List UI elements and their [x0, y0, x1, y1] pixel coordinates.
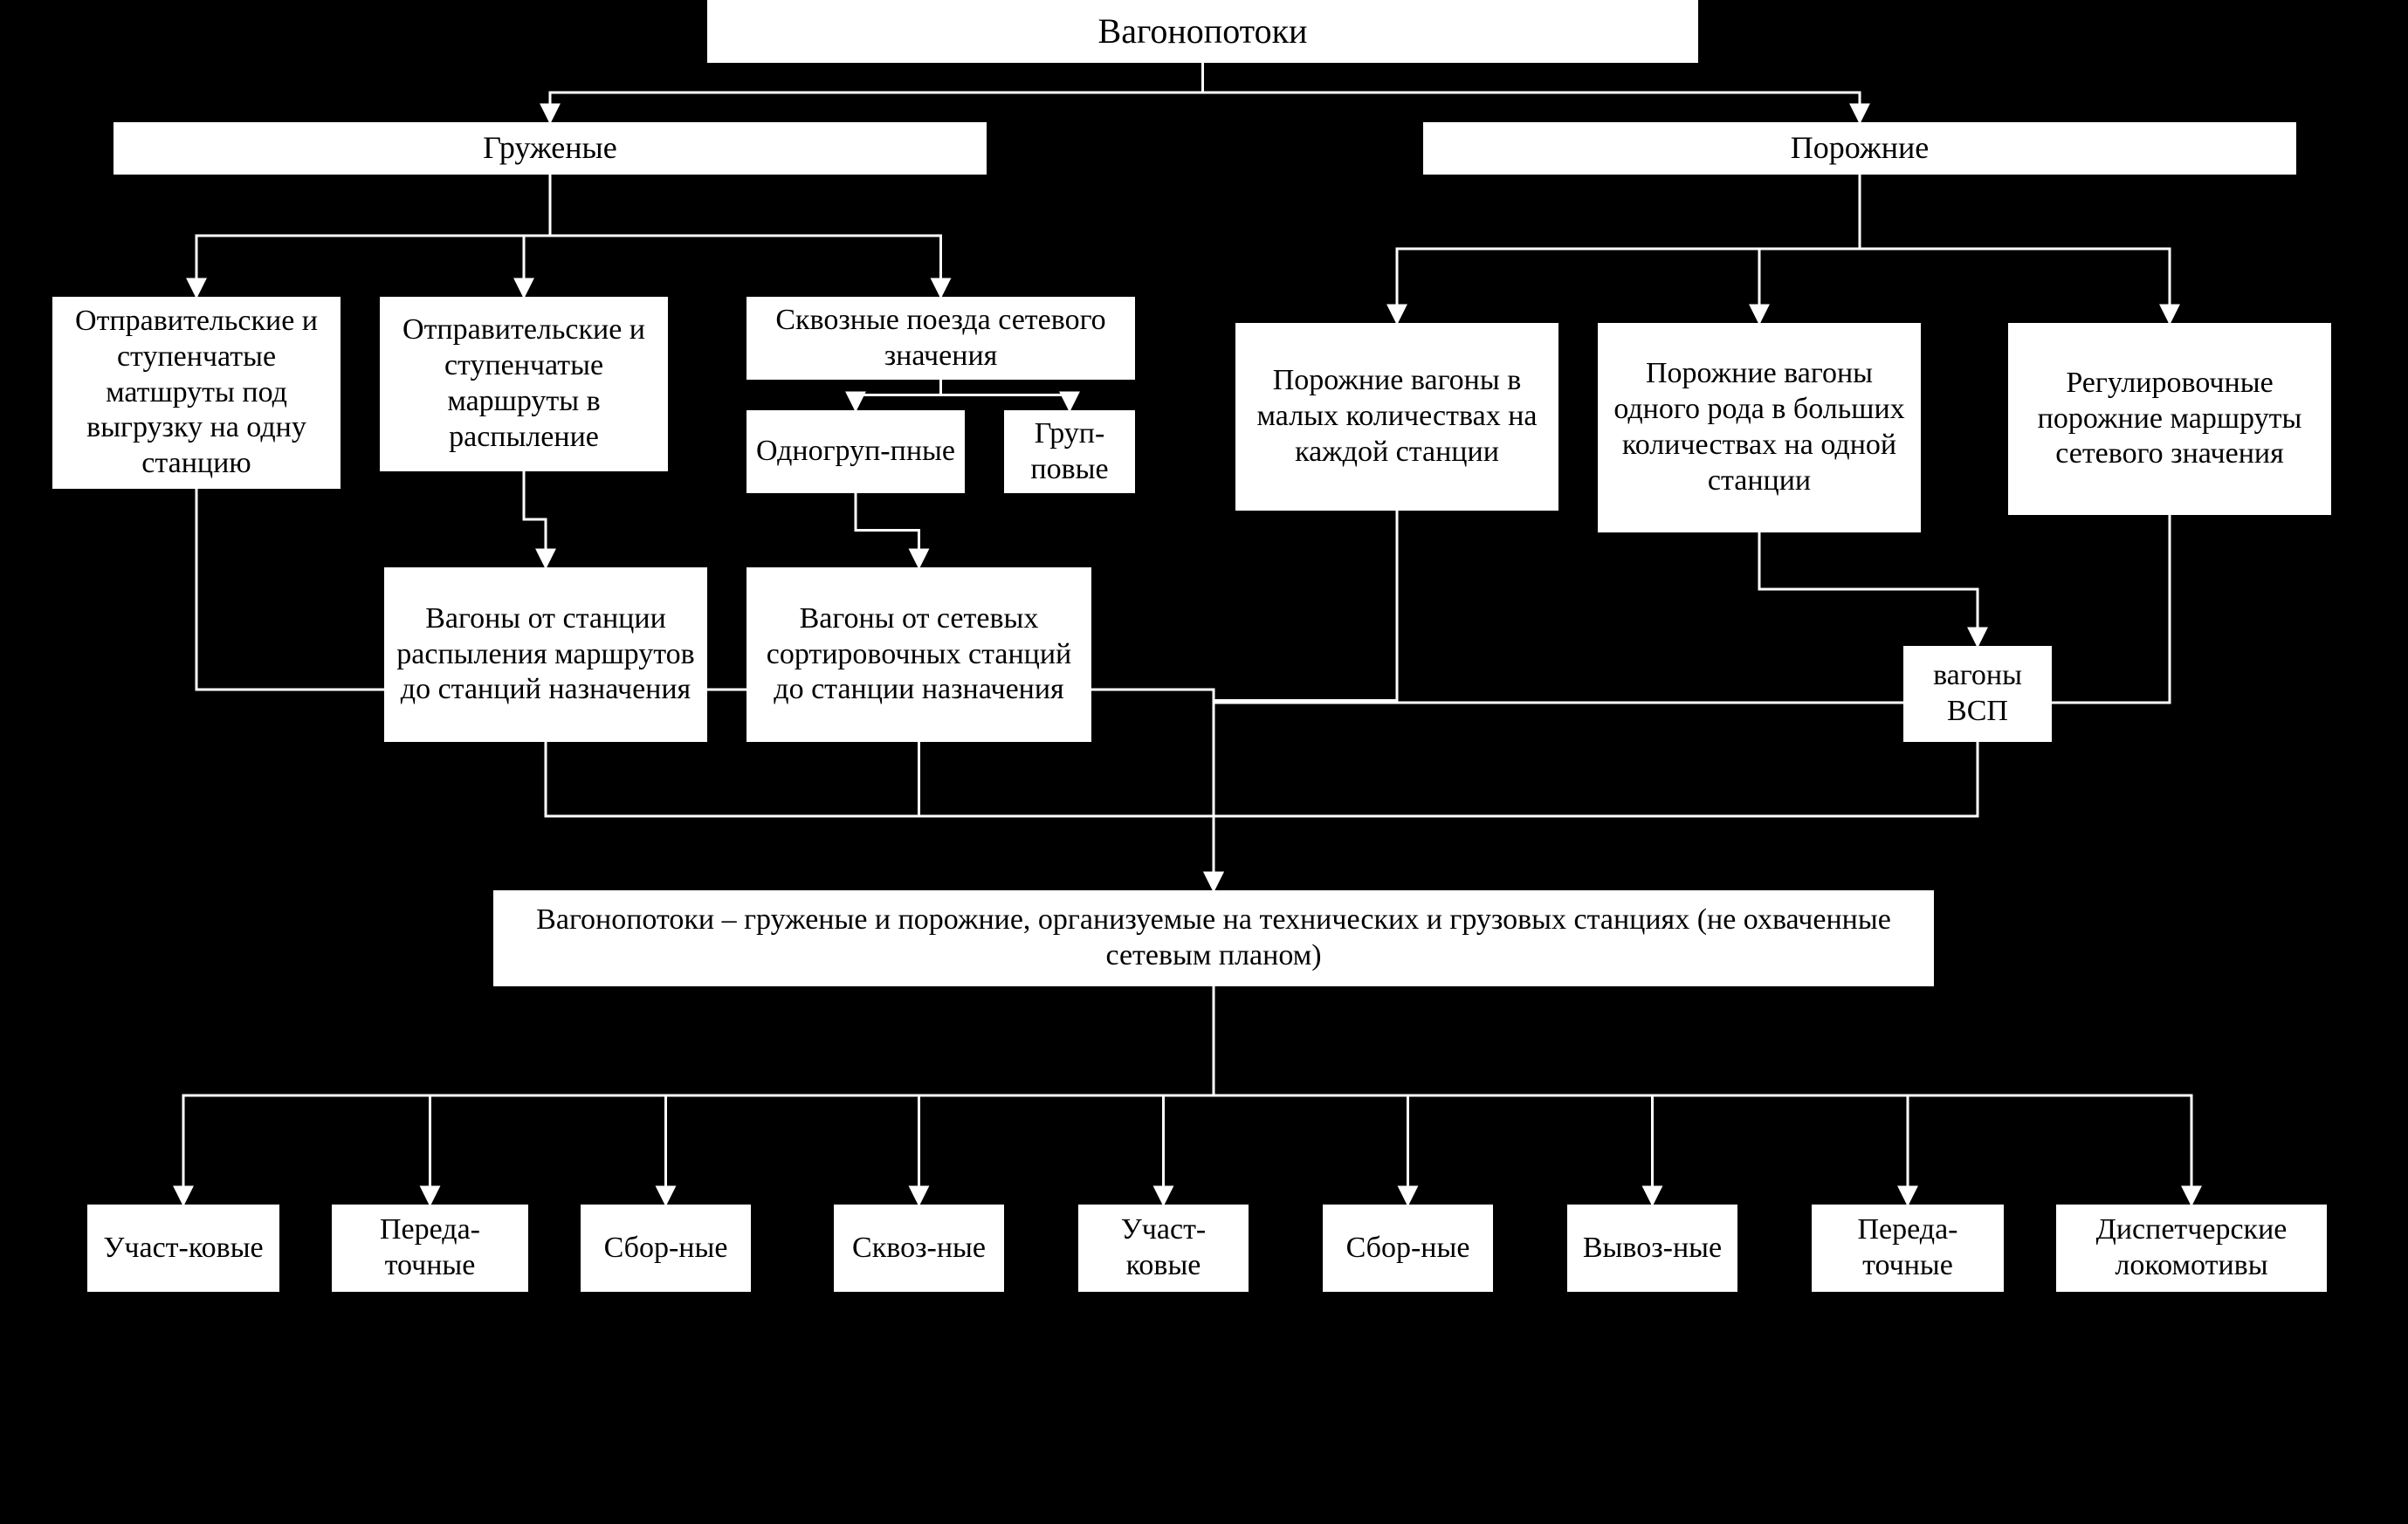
edge-e2-vsp — [1759, 532, 1978, 646]
node-empty: Порожние — [1423, 122, 2296, 175]
edge-e1-mid — [1214, 511, 1397, 890]
edge-l4-mid — [546, 742, 1214, 890]
edge-mid-b3 — [666, 986, 1214, 1205]
node-b7: Вывоз-ные — [1567, 1205, 1737, 1292]
node-mid: Вагонопотоки – груженые и порожние, орга… — [493, 890, 1934, 986]
edge-mid-b6 — [1214, 986, 1408, 1205]
edge-mid-b2 — [430, 986, 1214, 1205]
edge-mid-b4 — [919, 986, 1214, 1205]
edge-loaded-l3 — [550, 175, 941, 297]
edge-l3a-l5 — [856, 493, 919, 567]
edge-mid-b5 — [1164, 986, 1214, 1205]
node-e1: Порожние вагоны в малых количествах на к… — [1235, 323, 1558, 511]
node-b1: Участ-ковые — [87, 1205, 279, 1292]
node-l4: Вагоны от станции распыления маршрутов д… — [384, 567, 707, 742]
edge-mid-b7 — [1214, 986, 1653, 1205]
edge-empty-e3 — [1860, 175, 2170, 323]
node-l5: Вагоны от сетевых сортировочных станций … — [746, 567, 1091, 742]
node-b6: Сбор-ные — [1323, 1205, 1493, 1292]
node-b2: Переда-точные — [332, 1205, 528, 1292]
edge-l3-l3a — [856, 380, 941, 410]
node-b8: Переда-точные — [1812, 1205, 2004, 1292]
node-root: Вагонопотоки — [707, 0, 1698, 63]
node-e3: Регулировочные порожние маршруты сетевог… — [2008, 323, 2331, 515]
edge-l3-l3b — [941, 380, 1070, 410]
node-vsp: вагоны ВСП — [1903, 646, 2052, 742]
edge-mid-b8 — [1214, 986, 1908, 1205]
node-b5: Участ-ковые — [1078, 1205, 1249, 1292]
node-l2: Отправительские и ступенчатые маршруты в… — [380, 297, 668, 471]
node-l3a: Одногруп-пные — [746, 410, 965, 493]
edge-mid-b9 — [1214, 986, 2191, 1205]
edge-vsp-mid — [1214, 742, 1978, 890]
connector-layer — [0, 0, 2408, 1524]
node-b9: Диспетчерские локомотивы — [2056, 1205, 2327, 1292]
edge-mid-b1 — [183, 986, 1214, 1205]
edge-loaded-l1 — [196, 175, 550, 297]
node-loaded: Груженые — [114, 122, 987, 175]
edge-l2-l4 — [524, 471, 546, 567]
edge-root-loaded — [550, 63, 1203, 122]
node-e2: Порожние вагоны одного рода в больших ко… — [1598, 323, 1921, 532]
node-l3b: Груп-повые — [1004, 410, 1135, 493]
edge-loaded-l2 — [524, 175, 550, 297]
node-l3: Сквозные поезда сетевого значения — [746, 297, 1135, 380]
node-b3: Сбор-ные — [581, 1205, 751, 1292]
node-b4: Сквоз-ные — [834, 1205, 1004, 1292]
edge-empty-e1 — [1397, 175, 1860, 323]
edge-root-empty — [1203, 63, 1861, 122]
edge-empty-e2 — [1759, 175, 1860, 323]
node-l1: Отправительские и ступенчатые матшруты п… — [52, 297, 341, 489]
edge-l5-mid — [919, 742, 1214, 890]
